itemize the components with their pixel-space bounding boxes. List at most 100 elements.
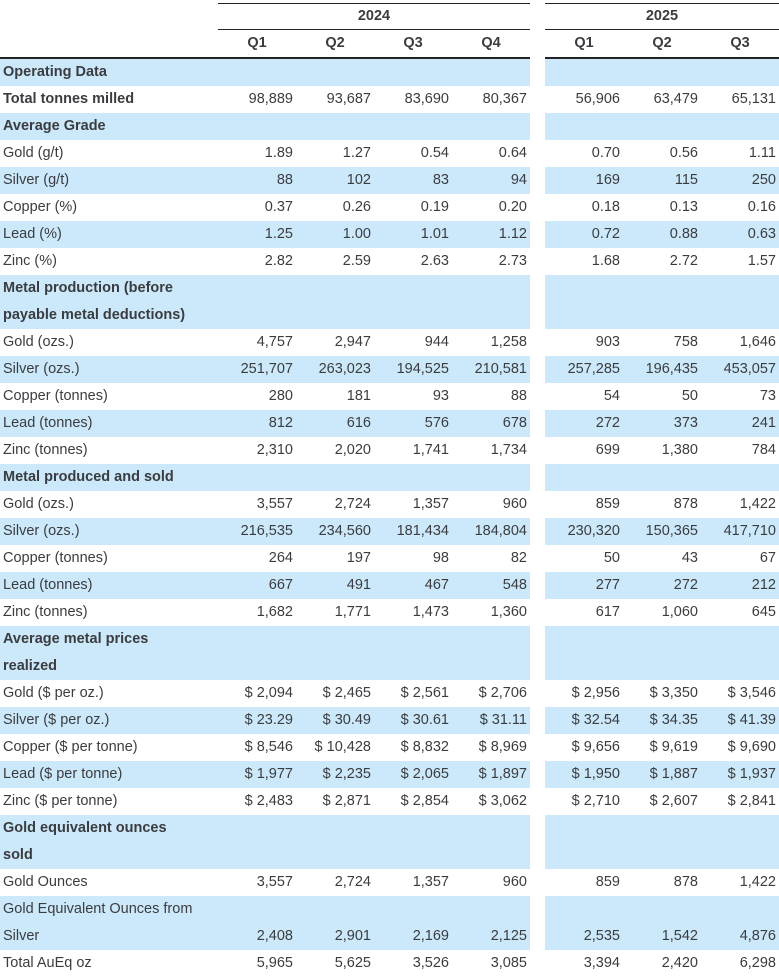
row-label: Gold equivalent ounces sold xyxy=(0,814,218,869)
group-gutter xyxy=(530,247,545,275)
value-text: 1,060 xyxy=(661,603,698,620)
section-row: Average metal prices realized xyxy=(0,625,779,680)
row-label: Zinc (tonnes) xyxy=(0,437,218,464)
value-cell xyxy=(374,814,452,869)
value-cell: 0.16 xyxy=(701,194,779,221)
value-cell: $ 9,690 xyxy=(701,734,779,761)
value-text: 645 xyxy=(751,603,776,620)
value-text: 0.70 xyxy=(591,144,620,161)
value-text: 0.72 xyxy=(591,225,620,242)
value-cell: 184,804 xyxy=(452,517,530,545)
data-row: Zinc ($ per tonne) $ 2,483 $ 2,871 $ 2,854 $… xyxy=(0,787,779,815)
group-gutter xyxy=(530,787,545,815)
data-row: Gold ($ per oz.) $ 2,094 $ 2,465 $ 2,561 $ 2… xyxy=(0,679,779,707)
value-text: 1.12 xyxy=(498,225,527,242)
value-text: $ 10,428 xyxy=(314,738,371,755)
value-text: 2.59 xyxy=(342,252,371,269)
value-cell: $ 3,546 xyxy=(701,680,779,707)
value-cell: 667 xyxy=(218,571,296,599)
value-cell: 277 xyxy=(545,571,623,599)
quarter-header-2024-q4: Q4 xyxy=(452,30,530,59)
row-label: Average Grade xyxy=(0,112,218,140)
value-cell: 1,771 xyxy=(296,599,374,626)
value-cell: 1,258 xyxy=(452,329,530,356)
value-text: 5,965 xyxy=(256,954,293,971)
value-cell: 3,085 xyxy=(452,950,530,977)
value-cell xyxy=(623,112,701,140)
value-cell: 878 xyxy=(623,869,701,896)
value-cell: 67 xyxy=(701,545,779,572)
row-label: Copper (tonnes) xyxy=(0,545,218,572)
value-cell: 699 xyxy=(545,437,623,464)
value-text: 82 xyxy=(510,549,527,566)
value-cell xyxy=(452,463,530,491)
data-row: Zinc (%) 2.82 2.59 2.63 2.73 1.68 2.72 1.57 xyxy=(0,247,779,275)
value-cell: 0.64 xyxy=(452,140,530,167)
group-gutter xyxy=(530,625,545,680)
year-group-2025: 2025 xyxy=(545,3,779,30)
value-text: 2,420 xyxy=(661,954,698,971)
row-label: Gold (ozs.) xyxy=(0,329,218,356)
value-cell: 0.56 xyxy=(623,140,701,167)
operating-data-table: 2024 2025 Q1 Q2 Q3 Q4 Q1 Q2 Q3 Operating Data T… xyxy=(0,3,779,977)
value-text: 2.82 xyxy=(264,252,293,269)
value-text: $ 2,710 xyxy=(571,792,620,809)
value-text: 878 xyxy=(673,495,698,512)
value-cell: 1.12 xyxy=(452,220,530,248)
row-label-line: Silver (g/t) xyxy=(3,171,70,188)
value-text: 1,771 xyxy=(334,603,371,620)
value-cell xyxy=(701,625,779,680)
value-text: $ 1,887 xyxy=(649,765,698,782)
value-cell xyxy=(545,58,623,86)
value-cell: 63,479 xyxy=(623,86,701,113)
value-cell: 1.89 xyxy=(218,140,296,167)
data-row: Lead (%) 1.25 1.00 1.01 1.12 0.72 0.88 0.63 xyxy=(0,220,779,248)
value-cell: 251,707 xyxy=(218,355,296,383)
value-text: 4,876 xyxy=(739,927,776,944)
row-label: Copper (%) xyxy=(0,194,218,221)
value-cell xyxy=(218,58,296,86)
value-text: $ 9,690 xyxy=(727,738,776,755)
row-label: Silver (g/t) xyxy=(0,166,218,194)
data-row: Silver (g/t) 88 102 83 94 169 115 250 xyxy=(0,166,779,194)
value-text: 56,906 xyxy=(575,90,620,107)
value-cell: 98 xyxy=(374,545,452,572)
value-text: 1,422 xyxy=(739,873,776,890)
value-text: 80,367 xyxy=(482,90,527,107)
value-cell: $ 30.49 xyxy=(296,706,374,734)
value-text: $ 1,950 xyxy=(571,765,620,782)
data-row: Gold Ounces 3,557 2,724 1,357 960 859 878 1,422 xyxy=(0,868,779,896)
value-cell: 2,420 xyxy=(623,950,701,977)
value-cell: 1.01 xyxy=(374,220,452,248)
value-text: 373 xyxy=(673,414,698,431)
value-text: 1.11 xyxy=(748,144,776,161)
value-text: 184,804 xyxy=(474,522,527,539)
value-cell: 194,525 xyxy=(374,355,452,383)
value-cell: 1.00 xyxy=(296,220,374,248)
value-cell: $ 1,950 xyxy=(545,760,623,788)
value-cell xyxy=(452,814,530,869)
value-text: 0.19 xyxy=(420,198,449,215)
group-gutter xyxy=(530,30,545,57)
value-text: $ 2,483 xyxy=(244,792,293,809)
value-cell: 2.82 xyxy=(218,248,296,275)
row-label: Silver ($ per oz.) xyxy=(0,706,218,734)
row-label: Lead (tonnes) xyxy=(0,571,218,599)
group-gutter xyxy=(530,355,545,383)
value-text: 1,682 xyxy=(256,603,293,620)
value-cell: 616 xyxy=(296,409,374,437)
value-cell: 2.72 xyxy=(623,248,701,275)
row-label-line: Copper (tonnes) xyxy=(3,387,108,404)
value-cell xyxy=(701,58,779,86)
value-cell: $ 8,832 xyxy=(374,734,452,761)
value-cell: 960 xyxy=(452,869,530,896)
value-cell: 83 xyxy=(374,166,452,194)
data-row: Copper (tonnes) 280 181 93 88 54 50 73 xyxy=(0,382,779,410)
value-cell xyxy=(452,625,530,680)
value-cell: $ 2,065 xyxy=(374,760,452,788)
value-cell: 1,422 xyxy=(701,869,779,896)
value-cell: $ 23.29 xyxy=(218,706,296,734)
value-cell: 3,557 xyxy=(218,491,296,518)
value-text: $ 30.49 xyxy=(322,711,371,728)
group-gutter xyxy=(530,409,545,437)
